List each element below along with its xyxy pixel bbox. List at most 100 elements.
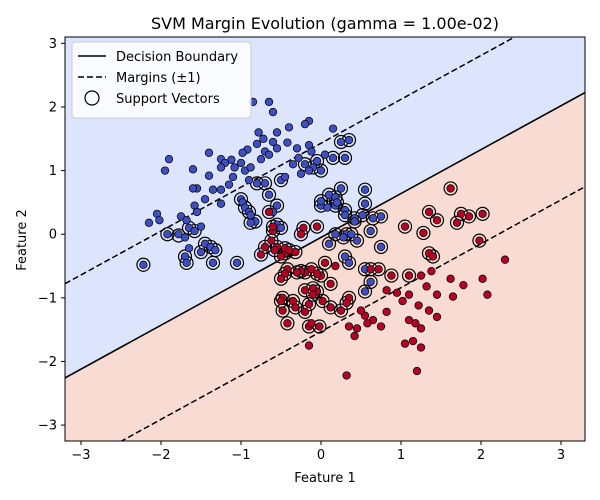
class-0-point bbox=[232, 258, 242, 268]
class-0-point bbox=[196, 222, 206, 231]
plot-frame bbox=[64, 36, 586, 442]
class-0-point bbox=[211, 245, 220, 255]
class-0-point bbox=[376, 212, 386, 221]
class-1-point bbox=[416, 343, 426, 352]
support-vector-ring bbox=[333, 303, 349, 318]
class-1-point bbox=[356, 306, 366, 315]
class-0-point bbox=[328, 153, 338, 163]
class-0-point bbox=[190, 226, 199, 236]
support-vector-ring bbox=[333, 181, 349, 196]
class-0-point bbox=[184, 244, 194, 253]
class-1-point bbox=[296, 230, 306, 239]
support-vector-ring bbox=[357, 182, 373, 197]
class-0-point bbox=[368, 214, 378, 223]
class-1-point bbox=[312, 222, 322, 231]
class-0-point bbox=[155, 216, 164, 225]
class-1-point bbox=[459, 280, 468, 290]
support-vector-ring bbox=[472, 233, 487, 248]
class-1-point bbox=[278, 306, 287, 315]
class-1-point bbox=[427, 266, 436, 276]
y-tick-label: 2 bbox=[49, 100, 57, 115]
class-1-point bbox=[432, 216, 442, 225]
class-0-point bbox=[256, 155, 266, 164]
class-0-point bbox=[332, 198, 342, 207]
class-0-point bbox=[360, 199, 370, 208]
support-vector-ring bbox=[317, 255, 333, 270]
class-1-point bbox=[264, 207, 274, 217]
x-axis-ticks: −3 −2 −1 0 1 2 3 bbox=[71, 441, 565, 463]
class-0-point bbox=[358, 210, 367, 220]
class-0-point bbox=[300, 120, 310, 129]
support-vector-ring bbox=[273, 271, 289, 286]
class-0-point bbox=[296, 169, 306, 178]
support-vector-ring bbox=[301, 297, 317, 312]
class-0-point bbox=[366, 226, 375, 236]
support-vector-ring bbox=[321, 236, 337, 251]
class-1-point bbox=[312, 269, 322, 278]
class-1-point bbox=[404, 290, 414, 299]
class-0-point bbox=[292, 144, 302, 153]
class-1-point bbox=[464, 212, 474, 221]
y-tick-label: −1 bbox=[38, 291, 57, 306]
plot-area bbox=[65, 37, 585, 441]
class-0-point bbox=[339, 233, 348, 242]
class-0-point bbox=[180, 233, 190, 242]
class-0-point bbox=[188, 184, 198, 193]
support-vector-ring bbox=[323, 276, 338, 291]
x-tick-label: 2 bbox=[477, 448, 485, 463]
class-0-point bbox=[288, 160, 298, 169]
class-1-point bbox=[376, 322, 386, 331]
class-0-point bbox=[272, 128, 282, 137]
support-vector-ring bbox=[421, 204, 437, 220]
class-0-point bbox=[200, 195, 210, 204]
class-0-point bbox=[246, 163, 255, 172]
x-tick-label: −2 bbox=[151, 448, 170, 463]
class-1-point bbox=[276, 252, 286, 261]
legend-support-vector-swatch bbox=[84, 90, 100, 106]
x-tick-label: 3 bbox=[557, 448, 565, 463]
class-1-point bbox=[276, 296, 286, 306]
class-1-point bbox=[382, 307, 391, 316]
legend-box bbox=[71, 41, 252, 119]
class-0-point bbox=[312, 156, 322, 166]
support-vector-ring bbox=[253, 247, 269, 262]
class-0-point bbox=[216, 163, 226, 172]
class-1-point bbox=[432, 290, 442, 299]
y-tick-label: −3 bbox=[38, 419, 57, 434]
x-tick-label: −1 bbox=[231, 448, 250, 463]
class-1-point bbox=[456, 209, 466, 219]
class-0-point bbox=[246, 218, 255, 227]
class-1-point bbox=[270, 245, 279, 255]
data-point-layer bbox=[139, 97, 510, 380]
class-1-point bbox=[452, 218, 462, 227]
class-0-point bbox=[340, 210, 350, 220]
class-1-point bbox=[300, 286, 310, 295]
class-0-point bbox=[252, 179, 262, 188]
class-0-point bbox=[328, 124, 338, 133]
legend-support-vector-label: Support Vectors bbox=[116, 92, 220, 107]
support-vector-ring bbox=[416, 225, 431, 241]
class-1-point bbox=[392, 288, 402, 297]
class-0-point bbox=[366, 277, 375, 287]
class-1-point bbox=[414, 301, 423, 310]
class-0-point bbox=[340, 153, 350, 163]
class-1-point bbox=[256, 250, 266, 259]
class-0-point bbox=[182, 258, 191, 268]
class-1-point bbox=[416, 271, 426, 280]
class-0-point bbox=[352, 236, 362, 245]
class-0-point bbox=[307, 147, 316, 156]
class-0-point bbox=[160, 166, 170, 175]
support-vector-ring bbox=[397, 219, 413, 234]
support-vector-ring bbox=[384, 268, 399, 283]
class-0-point bbox=[276, 223, 286, 233]
class-0-point bbox=[216, 199, 226, 208]
support-vector-ring bbox=[136, 257, 151, 272]
class-1-point bbox=[387, 271, 396, 280]
legend-boundary-label: Decision Boundary bbox=[116, 50, 238, 65]
x-tick-label: −3 bbox=[71, 448, 90, 463]
support-vector-ring bbox=[160, 227, 175, 242]
class-1-point bbox=[304, 341, 314, 350]
y-axis-label: Feature 2 bbox=[15, 209, 30, 271]
class-1-point bbox=[300, 307, 310, 316]
class-0-point bbox=[360, 287, 370, 296]
